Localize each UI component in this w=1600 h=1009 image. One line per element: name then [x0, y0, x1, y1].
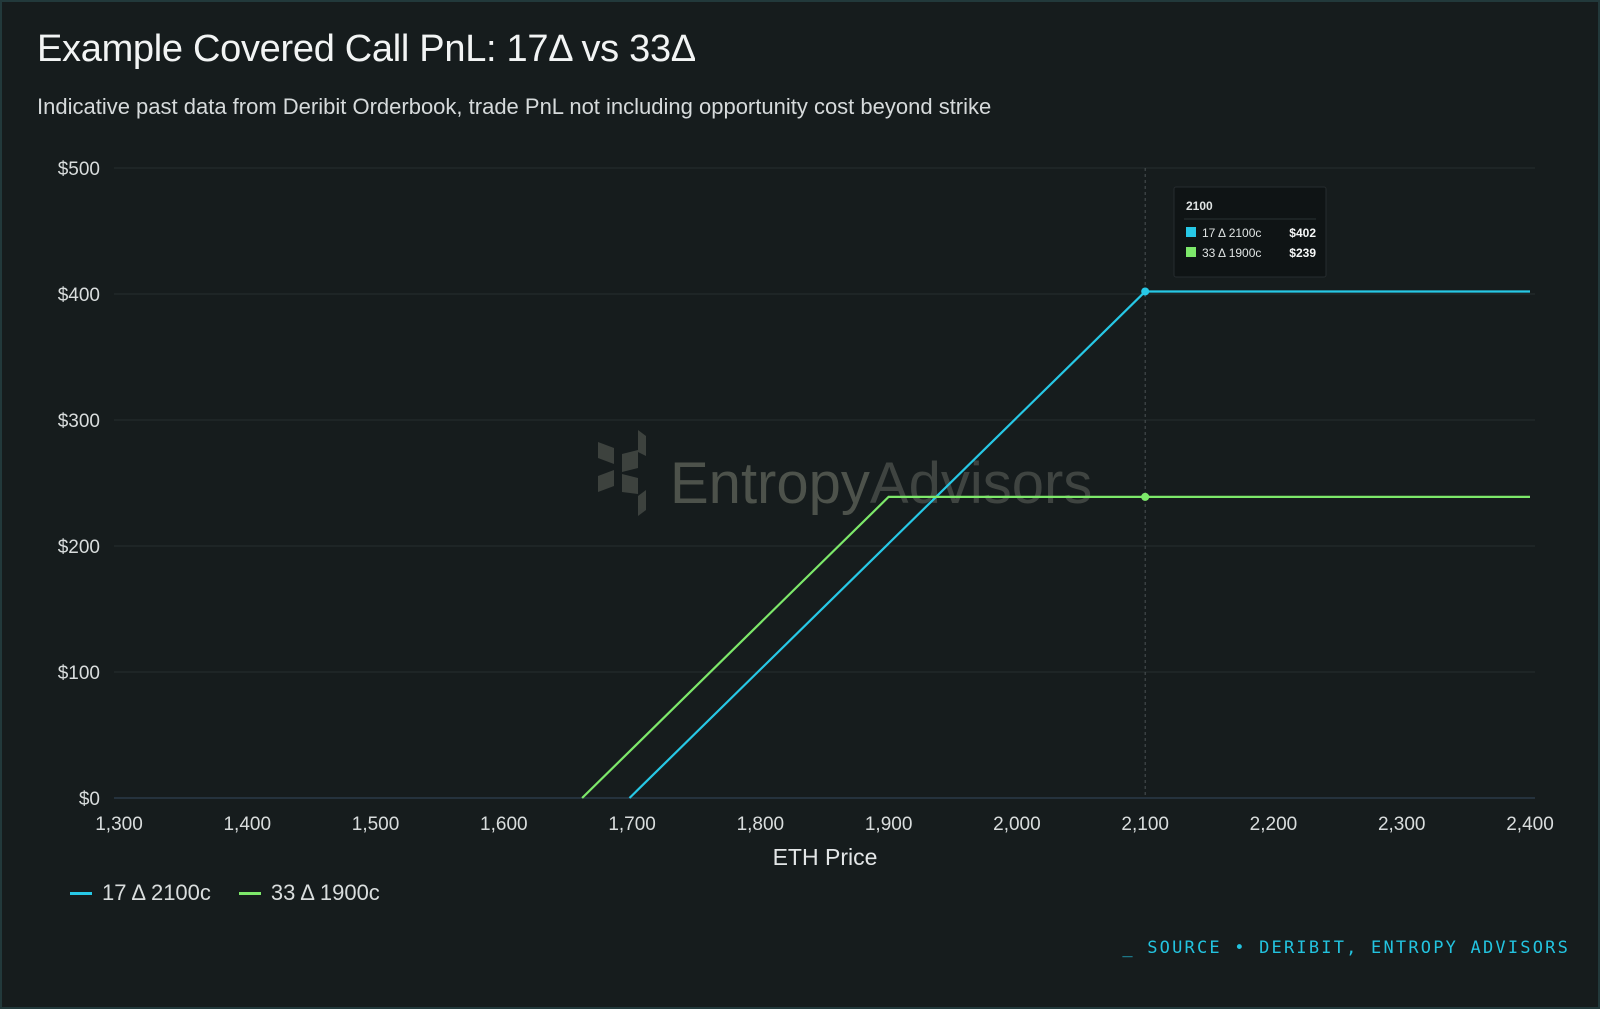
tooltip-box	[1173, 186, 1327, 278]
x-axis-title: ETH Price	[773, 844, 878, 870]
watermark-text: EntropyAdvisors	[670, 451, 1092, 516]
y-tick-label: $100	[58, 663, 100, 684]
tooltip-swatch	[1186, 247, 1196, 257]
legend-label: 33 Δ 1900c	[270, 880, 380, 905]
watermark-logo-icon	[598, 430, 646, 516]
x-tick-label: 1,600	[480, 814, 528, 835]
legend-item[interactable]: 33 Δ 1900c	[238, 880, 380, 906]
x-tick-label: 2,400	[1506, 814, 1554, 835]
y-tick-label: $400	[58, 285, 100, 306]
y-tick-label: $200	[58, 537, 100, 558]
watermark: EntropyAdvisors	[598, 430, 1092, 516]
y-tick-label: $300	[58, 411, 100, 432]
legend-item[interactable]: 17 Δ 2100c	[70, 880, 211, 906]
x-tick-label: 2,100	[1121, 814, 1169, 835]
legend-label: 17 Δ 2100c	[102, 880, 211, 905]
series-line[interactable]	[581, 495, 1530, 799]
watermark-logo-shape	[598, 442, 614, 464]
source-note: _ SOURCE • DERIBIT, ENTROPY ADVISORS	[1122, 938, 1570, 958]
chart-subtitle: Indicative past data from Deribit Orderb…	[37, 94, 992, 119]
series-line[interactable]	[628, 290, 1531, 799]
legend-swatch	[238, 891, 261, 895]
tooltip-header: 2100	[1186, 199, 1213, 213]
tooltip: 2100 17 Δ 2100c $402 33 Δ 1900c $239	[1173, 186, 1327, 278]
series-lines[interactable]	[581, 287, 1531, 799]
watermark-logo-shape	[622, 474, 638, 494]
legend[interactable]: 17 Δ 2100c 33 Δ 1900c	[70, 880, 380, 906]
x-tick-label: 1,700	[608, 814, 656, 835]
hover-point[interactable]	[1141, 492, 1150, 501]
x-tick-label: 2,200	[1250, 814, 1298, 835]
watermark-logo-shape	[638, 430, 646, 456]
tooltip-series-name: 33 Δ 1900c	[1202, 246, 1261, 260]
y-axis-ticks: $0 $100 $200 $300 $400 $500	[58, 159, 100, 810]
tooltip-series-value: $402	[1289, 226, 1316, 240]
chart-title: Example Covered Call PnL: 17Δ vs 33Δ	[37, 28, 696, 70]
watermark-text-part: Entropy	[670, 451, 870, 516]
x-tick-label: 1,900	[865, 814, 913, 835]
tooltip-swatch	[1186, 227, 1196, 237]
x-tick-label: 1,400	[223, 814, 271, 835]
watermark-text-part: Advisors	[870, 451, 1092, 516]
x-axis-ticks: 1,300 1,400 1,500 1,600 1,700 1,800 1,900 2,000…	[95, 814, 1554, 835]
x-tick-label: 1,800	[737, 814, 785, 835]
watermark-logo-shape	[598, 470, 614, 492]
y-tick-label: $500	[58, 159, 100, 180]
legend-swatch	[70, 891, 92, 895]
x-tick-label: 2,000	[993, 814, 1041, 835]
watermark-logo-shape	[638, 490, 646, 516]
y-tick-label: $0	[79, 789, 100, 810]
hover-point[interactable]	[1141, 287, 1150, 296]
x-tick-label: 1,300	[95, 814, 143, 835]
tooltip-series-name: 17 Δ 2100c	[1202, 226, 1261, 240]
x-tick-label: 1,500	[352, 814, 400, 835]
watermark-logo-shape	[622, 450, 638, 472]
tooltip-series-value: $239	[1289, 246, 1316, 260]
x-tick-label: 2,300	[1378, 814, 1426, 835]
grid-lines	[114, 167, 1535, 799]
